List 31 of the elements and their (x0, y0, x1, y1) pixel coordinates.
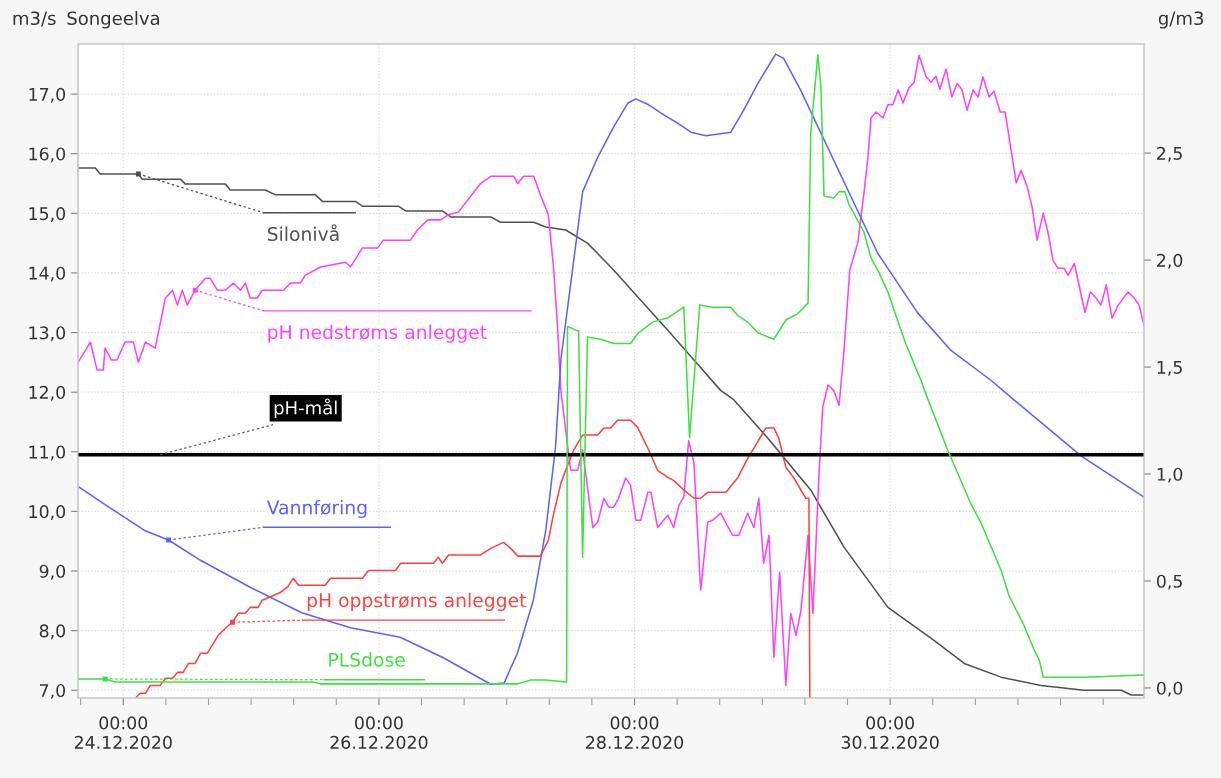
y-tick-label: 10,0 (29, 505, 66, 521)
y-tick-label: 14,0 (29, 266, 66, 282)
line-series (135, 419, 811, 698)
y2-tick-label: 1,0 (1157, 467, 1183, 483)
y2-axis-title: g/m3 (1158, 11, 1204, 29)
y2-tick-label: 0,0 (1156, 681, 1183, 697)
y-tick-label: 11,0 (29, 445, 66, 461)
y-tick-label: 9,0 (39, 564, 66, 580)
y-tick-label: 15,0 (29, 207, 66, 222)
y2-tick-label: 1,5 (1157, 360, 1182, 376)
text: Vannføring (266, 499, 367, 519)
y-tick-label: 13,0 (29, 326, 66, 342)
y2-tick-label: 0,5 (1156, 574, 1182, 590)
x-tick-label: 00:00 26.12.2020 (330, 716, 428, 749)
series-label: pH oppstrøms anlegget (307, 592, 527, 611)
chart-title: Songeelva (67, 11, 160, 29)
y-tick-label: 16,0 (29, 147, 66, 163)
series-label: PLSdose (329, 652, 405, 667)
x-tick-label: 00:00 28.12.2020 (586, 716, 684, 749)
y-tick-label: 12,0 (29, 385, 66, 401)
x-tick-label: 00:00 24.12.2020 (74, 716, 172, 749)
y2-tick-label: 2,5 (1157, 146, 1182, 162)
x-tick-label: 00:00 30.12.2020 (841, 716, 939, 749)
series-label: pH nedstrøms anlegget (268, 324, 487, 343)
y-tick-label: 7,0 (40, 683, 66, 699)
ref-line-label: pH-mål (274, 398, 337, 419)
y-axis-title: m3/s (13, 11, 56, 27)
y-tick-label: 8,0 (39, 624, 66, 640)
y2-tick-label: 2,0 (1157, 253, 1183, 269)
y-tick-label: 17,0 (29, 87, 66, 103)
legend-label: Silonivå (267, 224, 339, 242)
